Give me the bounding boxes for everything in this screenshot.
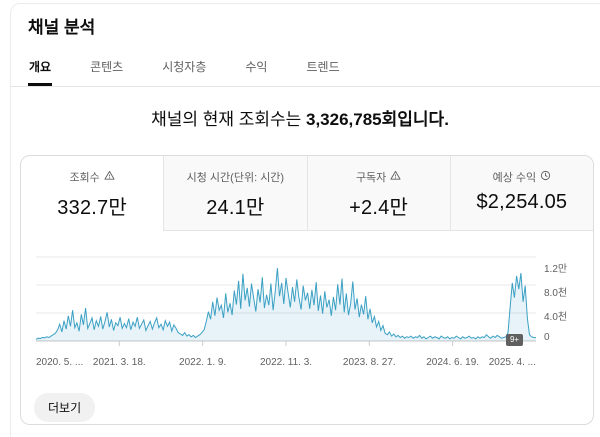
metric-tab-revenue[interactable]: 예상 수익 $2,254.05 — [449, 156, 593, 231]
views-chart: 1.2만 8.0천 4.0천 0 2020. 5. ... 2021. 3. 1… — [21, 231, 593, 424]
metric-views-label-row: 조회수 — [21, 169, 163, 185]
more-button[interactable]: 더보기 — [34, 393, 96, 422]
x-axis-tick: 2022. 1. 9. — [179, 357, 227, 368]
metric-tab-subscribers[interactable]: 구독자 +2.4만 — [306, 156, 450, 231]
metric-tab-watch-time[interactable]: 시청 시간(단위: 시간) 24.1만 — [163, 156, 307, 231]
page-title: 채널 분석 — [28, 18, 96, 37]
metric-tabs: 조회수 332.7만 시청 시간(단위: 시간) 24.1만 구독자 +2.4만 — [21, 156, 593, 231]
x-axis-tick: 2021. 3. 18. — [92, 357, 146, 368]
metric-revenue-label: 예상 수익 — [492, 172, 537, 184]
x-axis-tick: 2023. 8. 27. — [342, 357, 396, 368]
x-axis-tick: 2022. 11. 3. — [259, 357, 313, 368]
marker-badge[interactable]: 9+ — [506, 334, 523, 346]
warning-icon — [104, 170, 115, 184]
chart-x-axis: 2020. 5. ... 2021. 3. 18. 2022. 1. 9. 20… — [36, 357, 536, 371]
y-axis-tick: 4.0천 — [544, 312, 568, 323]
metric-subscribers-label: 구독자 — [355, 172, 387, 184]
metric-revenue-label-row: 예상 수익 — [451, 169, 593, 185]
x-axis-tick: 2020. 5. ... — [36, 357, 84, 368]
warning-icon — [390, 170, 401, 184]
y-axis-tick: 8.0천 — [544, 288, 568, 299]
headline-views-count: 3,326,785회입니다. — [306, 110, 449, 129]
analytics-tabs: 개요 콘텐츠 시청자층 수익 트렌드 — [10, 53, 600, 87]
x-axis-tick: 2025. 4. ... — [488, 357, 536, 368]
tab-overview[interactable]: 개요 — [28, 50, 53, 86]
tab-trends[interactable]: 트렌드 — [306, 60, 340, 74]
views-chart-svg[interactable] — [35, 251, 537, 347]
metric-watch-time-value: 24.1만 — [206, 197, 265, 219]
y-axis-tick: 1.2만 — [544, 264, 568, 275]
tab-revenue[interactable]: 수익 — [245, 60, 268, 74]
metric-subscribers-label-row: 구독자 — [308, 169, 450, 185]
analytics-card: 조회수 332.7만 시청 시간(단위: 시간) 24.1만 구독자 +2.4만 — [20, 155, 594, 425]
metric-views-label: 조회수 — [69, 172, 100, 184]
metric-watch-time-label: 시청 시간(단위: 시간) — [186, 172, 285, 184]
y-axis-tick: 0 — [544, 332, 550, 343]
metric-watch-time-label-row: 시청 시간(단위: 시간) — [164, 169, 306, 185]
tab-audience[interactable]: 시청자층 — [162, 60, 207, 74]
clock-icon — [540, 170, 551, 184]
metric-tab-views[interactable]: 조회수 332.7만 — [21, 156, 163, 231]
metric-revenue-value: $2,254.05 — [476, 191, 568, 213]
tab-content[interactable]: 콘텐츠 — [90, 60, 124, 74]
x-axis-tick: 2024. 6. 19. — [426, 357, 480, 368]
metric-subscribers-value: +2.4만 — [349, 197, 409, 219]
metric-views-value: 332.7만 — [57, 197, 127, 219]
headline: 채널의 현재 조회수는 3,326,785회입니다. — [10, 105, 590, 130]
headline-prefix: 채널의 현재 조회수는 — [151, 110, 306, 129]
